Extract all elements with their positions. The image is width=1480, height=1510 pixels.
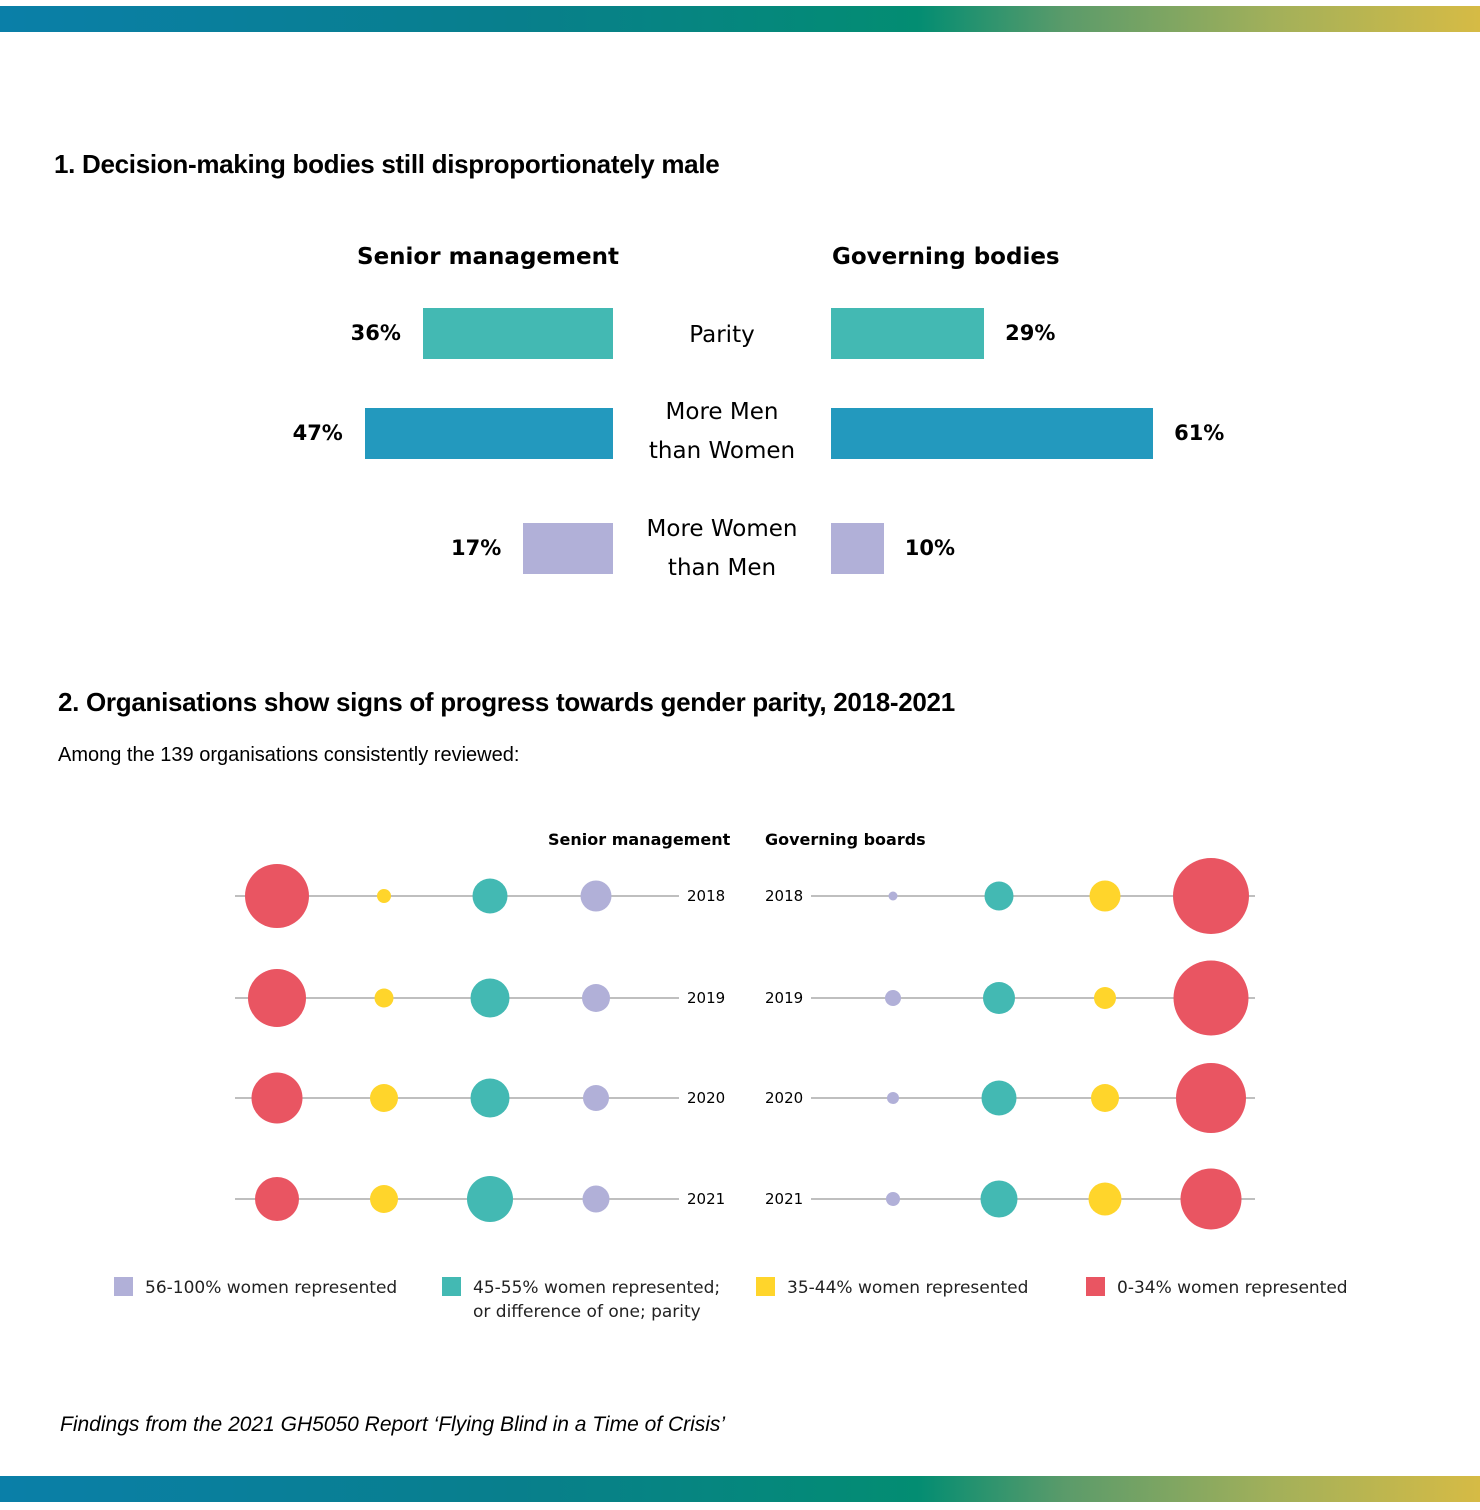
value-label-governing-more-women: 10% [904, 536, 956, 560]
category-label-line: More Women [646, 516, 798, 542]
legend-label-35-44: 35-44% women represented [787, 1276, 1028, 1300]
bar-governing-parity [831, 308, 985, 359]
top-gradient-bar [0, 6, 1480, 32]
bubble-governing-2021-45-55 [980, 1180, 1018, 1218]
category-label-more-women: More Women than Men [612, 510, 832, 588]
bubble-governing-2020-45-55 [981, 1080, 1017, 1116]
footnote-source: Findings from the 2021 GH5050 Report ‘Fl… [60, 1413, 726, 1436]
legend-label-0-34: 0-34% women represented [1117, 1276, 1348, 1300]
bubble-governing-2018-56-100 [888, 891, 898, 901]
legend-swatch-56-100 [114, 1277, 133, 1296]
section1-title: 1. Decision-making bodies still dispropo… [54, 149, 720, 179]
value-label-senior-parity: 36% [350, 321, 401, 345]
bubble-governing-2018-0-34 [1173, 858, 1249, 934]
bubble-governing-2019-45-55 [983, 982, 1015, 1014]
legend-text-line: or difference of one; parity [473, 1302, 701, 1322]
bubble-governing-2020-56-100 [887, 1092, 899, 1104]
bubble-senior-2020-0-34 [251, 1072, 303, 1124]
legend-item-45-55: 45-55% women represented; or difference … [442, 1276, 720, 1324]
category-label-line: than Women [648, 438, 796, 464]
legend-text-line: 56-100% women represented [145, 1278, 398, 1298]
legend-label-56-100: 56-100% women represented [145, 1276, 397, 1300]
year-label-governing-2018: 2018 [765, 887, 804, 905]
dot-panel-heading-governing: Governing boards [765, 830, 926, 849]
bubble-senior-2019-56-100 [582, 984, 610, 1012]
senior-management-heading: Senior management [357, 244, 619, 270]
bubble-senior-2020-35-44 [370, 1084, 398, 1112]
year-label-senior-2019: 2019 [687, 989, 726, 1007]
legend-label-45-55: 45-55% women represented; or difference … [473, 1276, 720, 1324]
bar-senior-more-men [364, 408, 613, 459]
legend-text-line: 0-34% women represented [1117, 1278, 1348, 1298]
bottom-gradient-bar [0, 1476, 1480, 1502]
bubble-governing-2020-35-44 [1091, 1084, 1119, 1112]
bubble-governing-2019-56-100 [885, 990, 901, 1006]
bubble-senior-2021-35-44 [370, 1185, 398, 1213]
year-label-governing-2021: 2021 [765, 1190, 804, 1208]
legend-item-56-100: 56-100% women represented [114, 1276, 397, 1300]
bubble-senior-2018-45-55 [472, 878, 508, 914]
bar-senior-more-women [523, 523, 613, 574]
bubble-senior-2021-45-55 [467, 1176, 513, 1222]
year-label-governing-2019: 2019 [765, 989, 804, 1007]
section2-title: 2. Organisations show signs of progress … [58, 687, 955, 717]
value-label-governing-more-men: 61% [1174, 421, 1225, 445]
year-label-senior-2021: 2021 [687, 1190, 726, 1208]
bubble-governing-2021-0-34 [1180, 1168, 1242, 1230]
section2-subtitle: Among the 139 organisations consistently… [58, 744, 520, 766]
bubble-governing-2019-35-44 [1094, 987, 1116, 1009]
category-label-more-men: More Men than Women [612, 393, 832, 471]
governing-bodies-heading: Governing bodies [832, 244, 1060, 270]
year-label-governing-2020: 2020 [765, 1089, 804, 1107]
category-label-line: More Men [665, 399, 779, 425]
category-label-parity: Parity [612, 316, 832, 355]
bubble-governing-2019-0-34 [1173, 960, 1249, 1036]
legend-swatch-45-55 [442, 1277, 461, 1296]
year-label-senior-2018: 2018 [687, 887, 726, 905]
bubble-governing-2021-56-100 [886, 1192, 900, 1206]
bubble-senior-2020-56-100 [583, 1085, 609, 1111]
bar-senior-parity [422, 308, 613, 359]
bar-governing-more-women [831, 523, 884, 574]
category-label-line: Parity [689, 322, 755, 348]
dot-panel-heading-senior: Senior management [548, 830, 731, 849]
bubble-governing-2018-45-55 [984, 881, 1014, 911]
bubble-governing-2021-35-44 [1088, 1182, 1122, 1216]
bubble-governing-2020-0-34 [1176, 1063, 1246, 1133]
value-label-senior-more-women: 17% [450, 536, 502, 560]
legend-text-line: 35-44% women represented [787, 1278, 1029, 1298]
legend-text-line: 45-55% women represented; [473, 1278, 721, 1298]
bubble-senior-2018-0-34 [245, 864, 309, 928]
bar-governing-more-men [831, 408, 1154, 459]
legend-swatch-0-34 [1086, 1277, 1105, 1296]
bubble-senior-2019-35-44 [374, 988, 394, 1008]
bubble-senior-2019-45-55 [470, 978, 510, 1018]
legend-item-0-34: 0-34% women represented [1086, 1276, 1348, 1300]
value-label-senior-more-men: 47% [292, 421, 343, 445]
bubble-governing-2018-35-44 [1089, 880, 1121, 912]
bubble-senior-2018-35-44 [377, 889, 391, 903]
bubble-senior-2019-0-34 [248, 969, 306, 1027]
bubble-senior-2020-45-55 [470, 1078, 510, 1118]
legend-swatch-35-44 [756, 1277, 775, 1296]
category-label-line: than Men [667, 555, 777, 581]
bubble-senior-2021-56-100 [582, 1185, 610, 1213]
year-label-senior-2020: 2020 [687, 1089, 726, 1107]
legend-item-35-44: 35-44% women represented [756, 1276, 1028, 1300]
value-label-governing-parity: 29% [1005, 321, 1056, 345]
bubble-senior-2018-56-100 [580, 880, 612, 912]
bubble-senior-2021-0-34 [255, 1177, 299, 1221]
